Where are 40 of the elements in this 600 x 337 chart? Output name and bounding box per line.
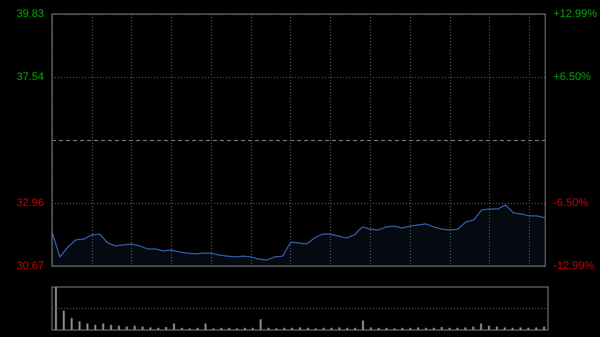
bar bbox=[165, 326, 168, 330]
y2-tick-label: -12.99% bbox=[553, 260, 594, 272]
bar bbox=[173, 324, 176, 330]
bar bbox=[440, 326, 443, 330]
bar bbox=[543, 326, 546, 330]
bar bbox=[504, 327, 506, 330]
bar bbox=[417, 327, 420, 330]
bar bbox=[260, 319, 262, 330]
bar bbox=[126, 326, 128, 330]
y-tick-label: 39.83 bbox=[16, 8, 44, 20]
y2-tick-label: -6.50% bbox=[553, 197, 588, 210]
y-tick-label: 37.54 bbox=[16, 71, 44, 83]
bar bbox=[149, 327, 152, 330]
y2-tick-label: +6.50% bbox=[553, 70, 592, 83]
bar bbox=[519, 327, 522, 330]
bar bbox=[118, 326, 120, 330]
bar bbox=[62, 310, 65, 330]
bar bbox=[370, 327, 372, 330]
bar bbox=[204, 324, 207, 330]
y-tick-label: 30.67 bbox=[16, 260, 44, 272]
bar bbox=[134, 326, 136, 330]
bar bbox=[480, 324, 482, 330]
bar bbox=[464, 327, 466, 330]
bar bbox=[496, 326, 498, 330]
bar bbox=[299, 327, 301, 330]
bar bbox=[338, 327, 340, 330]
y-tick-label: 32.96 bbox=[16, 197, 44, 209]
bar bbox=[142, 326, 144, 330]
bar bbox=[488, 326, 490, 330]
bar bbox=[110, 324, 112, 330]
bar bbox=[86, 324, 88, 330]
bar bbox=[535, 327, 538, 330]
bar bbox=[54, 287, 57, 330]
y2-tick-label: +12.99% bbox=[553, 8, 598, 20]
bar bbox=[94, 324, 96, 330]
bar bbox=[70, 318, 73, 330]
bar bbox=[102, 324, 104, 330]
bar bbox=[472, 326, 474, 330]
bar bbox=[362, 320, 364, 330]
bar bbox=[78, 321, 81, 330]
